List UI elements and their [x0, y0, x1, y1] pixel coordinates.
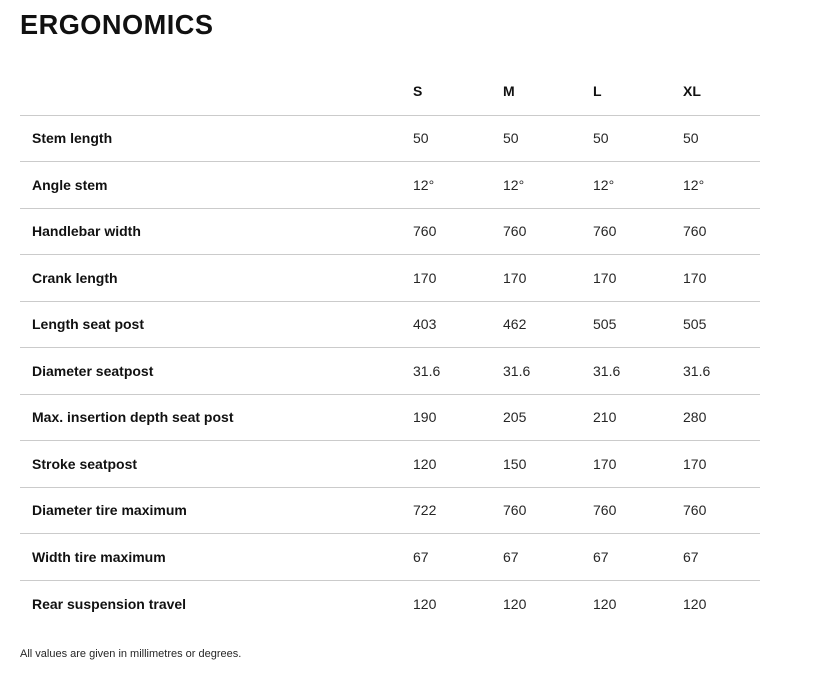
row-label: Diameter seatpost: [32, 362, 154, 379]
row-label: Stroke seatpost: [32, 455, 138, 472]
cell-value-xl: 50: [683, 130, 699, 147]
column-header-xl: XL: [683, 82, 701, 99]
row-label: Max. insertion depth seat post: [32, 409, 234, 426]
table-row: Angle stem 12° 12° 12° 12°: [20, 162, 760, 208]
column-header-s: S: [413, 82, 423, 99]
cell-value-l: 120: [593, 595, 617, 612]
cell-value-m: 67: [503, 548, 519, 565]
row-label: Stem length: [32, 130, 113, 147]
cell-value-l: 12°: [593, 176, 615, 193]
table-row: Handlebar width 760 760 760 760: [20, 208, 760, 255]
cell-value-xl: 505: [683, 316, 707, 333]
cell-value-l: 50: [593, 130, 609, 147]
table-row: Diameter seatpost 31.6 31.6 31.6 31.6: [20, 348, 760, 394]
cell-value-m: 760: [503, 223, 527, 240]
cell-value-s: 722: [413, 502, 437, 519]
cell-value-l: 760: [593, 502, 617, 519]
row-label: Angle stem: [32, 176, 108, 193]
cell-value-xl: 760: [683, 223, 707, 240]
row-label: Handlebar width: [32, 223, 141, 240]
table-row: Length seat post 403 462 505 505: [20, 301, 760, 348]
table-row: Stem length 50 50 50 50: [20, 115, 760, 162]
table-row: Stroke seatpost 120 150 170 170: [20, 441, 760, 487]
footnote: All values are given in millimetres or d…: [20, 647, 242, 660]
cell-value-m: 150: [503, 455, 527, 472]
cell-value-l: 31.6: [593, 362, 621, 379]
column-header-m: M: [503, 82, 515, 99]
cell-value-l: 760: [593, 223, 617, 240]
table-row: Width tire maximum 67 67 67 67: [20, 534, 760, 580]
table-row: Max. insertion depth seat post 190 205 210 2…: [20, 394, 760, 441]
cell-value-m: 12°: [503, 176, 525, 193]
row-label: Diameter tire maximum: [32, 502, 187, 519]
cell-value-l: 170: [593, 455, 617, 472]
cell-value-m: 31.6: [503, 362, 531, 379]
ergonomics-table: S M L XL Stem length 50 50 50 50 Angle stem 12° 12…: [20, 67, 760, 627]
cell-value-s: 190: [413, 409, 437, 426]
cell-value-m: 760: [503, 502, 527, 519]
cell-value-xl: 120: [683, 595, 707, 612]
cell-value-m: 205: [503, 409, 527, 426]
cell-value-s: 67: [413, 548, 429, 565]
table-row: Crank length 170 170 170 170: [20, 255, 760, 301]
cell-value-l: 210: [593, 409, 617, 426]
cell-value-xl: 170: [683, 455, 707, 472]
row-label: Rear suspension travel: [32, 595, 187, 612]
table-row: Rear suspension travel 120 120 120 120: [20, 580, 760, 627]
cell-value-l: 505: [593, 316, 617, 333]
spec-page: ERGONOMICS S M L XL Stem length 50 50 50 50 Angl…: [20, 9, 760, 660]
cell-value-s: 403: [413, 316, 437, 333]
cell-value-s: 31.6: [413, 362, 441, 379]
cell-value-m: 170: [503, 269, 527, 286]
cell-value-xl: 280: [683, 409, 707, 426]
cell-value-m: 462: [503, 316, 527, 333]
cell-value-l: 67: [593, 548, 609, 565]
cell-value-m: 120: [503, 595, 527, 612]
cell-value-m: 50: [503, 130, 519, 147]
cell-value-s: 120: [413, 455, 437, 472]
row-label: Width tire maximum: [32, 548, 166, 565]
cell-value-l: 170: [593, 269, 617, 286]
cell-value-s: 50: [413, 130, 429, 147]
cell-value-s: 760: [413, 223, 437, 240]
cell-value-xl: 12°: [683, 176, 705, 193]
cell-value-xl: 760: [683, 502, 707, 519]
column-header-l: L: [593, 82, 602, 99]
cell-value-xl: 31.6: [683, 362, 711, 379]
cell-value-s: 12°: [413, 176, 435, 193]
cell-value-s: 120: [413, 595, 437, 612]
cell-value-xl: 170: [683, 269, 707, 286]
table-row: Diameter tire maximum 722 760 760 760: [20, 487, 760, 534]
row-label: Length seat post: [32, 316, 145, 333]
cell-value-xl: 67: [683, 548, 699, 565]
page-title: ERGONOMICS: [20, 9, 214, 40]
cell-value-s: 170: [413, 269, 437, 286]
header-spacer: [20, 67, 401, 115]
row-label: Crank length: [32, 269, 118, 286]
size-header-row: S M L XL: [20, 67, 760, 115]
